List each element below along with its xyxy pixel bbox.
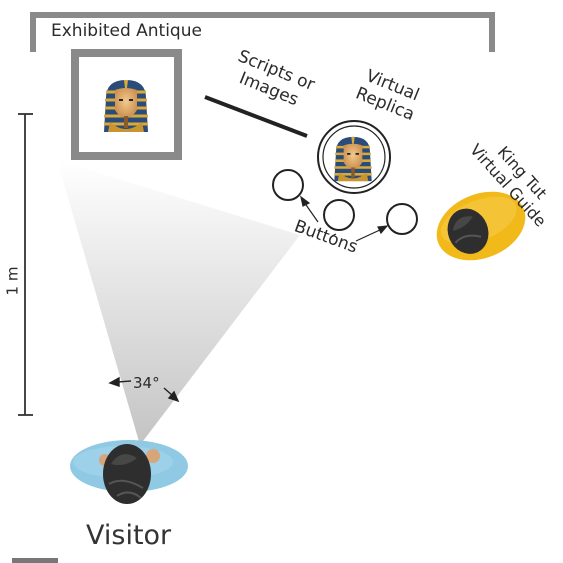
- head-icon: [103, 444, 151, 504]
- exhibited-antique-label: Exhibited Antique: [51, 21, 202, 41]
- antique-frame: [71, 49, 182, 160]
- virtual-guide-figure: [436, 191, 526, 261]
- view-cone: [57, 160, 300, 445]
- scripts-display-bar: [204, 95, 308, 138]
- angle-indicator: [108, 376, 180, 403]
- button-2[interactable]: [323, 199, 355, 231]
- exhibit-wall: [30, 12, 495, 52]
- button-3[interactable]: [386, 203, 418, 235]
- button-1[interactable]: [272, 169, 304, 201]
- visitor-figure: [70, 440, 188, 504]
- scale-bar: [18, 113, 33, 416]
- corner-mark: [12, 558, 58, 563]
- pharaoh-mask-icon: [102, 78, 150, 134]
- head-icon: [447, 208, 489, 254]
- pharaoh-mask-icon: [333, 135, 373, 183]
- view-angle-label: 34°: [133, 374, 160, 392]
- arrow-icon: [300, 195, 389, 242]
- visitor-label: Visitor: [86, 520, 172, 551]
- distance-label: 1 m: [3, 266, 22, 296]
- virtual-replica-inner: [322, 125, 386, 189]
